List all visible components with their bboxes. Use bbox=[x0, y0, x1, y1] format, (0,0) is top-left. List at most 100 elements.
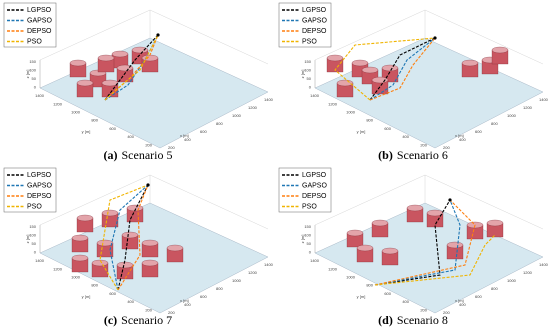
obstacle-top bbox=[101, 209, 119, 217]
z-tick-label: 0 bbox=[309, 85, 312, 90]
obstacle-top bbox=[97, 54, 115, 62]
x-axis-label: x [m] bbox=[180, 298, 189, 303]
legend-label: PSO bbox=[302, 203, 317, 210]
obstacle-top bbox=[491, 46, 509, 54]
x-axis-label: x [m] bbox=[455, 298, 464, 303]
y-tick-label: 200 bbox=[145, 142, 152, 147]
x-tick-label: 600 bbox=[200, 129, 207, 134]
caption-text: Scenario 8 bbox=[397, 313, 448, 327]
panel: 150 100 50 0 z [m] 1400 1200 1000 800 600 400 200 y … bbox=[278, 167, 549, 327]
x-axis-label: x [m] bbox=[180, 133, 189, 138]
obstacle-top bbox=[336, 79, 354, 87]
legend-label: PSO bbox=[302, 38, 317, 45]
z-tick-label: 150 bbox=[29, 224, 36, 229]
z-tick-label: 50 bbox=[307, 241, 312, 246]
obstacle-top bbox=[351, 59, 369, 67]
x-tick-label: 200 bbox=[443, 145, 450, 150]
z-tick-label: 150 bbox=[304, 59, 311, 64]
x-tick-label: 1400 bbox=[264, 97, 274, 102]
obstacle-top bbox=[166, 244, 184, 252]
z-axis-label: z [m] bbox=[25, 235, 30, 244]
goal bbox=[448, 198, 452, 202]
caption-label: (a) bbox=[104, 148, 118, 162]
legend-label: DEPSO bbox=[27, 28, 52, 35]
y-tick-label: 1400 bbox=[310, 93, 320, 98]
path bbox=[369, 37, 436, 101]
y-tick-label: 600 bbox=[109, 126, 116, 131]
y-tick-label: 1000 bbox=[71, 274, 81, 279]
obstacle-top bbox=[426, 209, 444, 217]
obstacle-top bbox=[101, 79, 119, 87]
z-axis-label: z [m] bbox=[25, 70, 30, 79]
y-tick-label: 200 bbox=[420, 142, 427, 147]
path bbox=[374, 199, 461, 286]
obstacle-top bbox=[141, 239, 159, 247]
y-tick-label: 1400 bbox=[35, 93, 45, 98]
y-tick-label: 400 bbox=[402, 299, 409, 304]
x-tick-label: 1200 bbox=[248, 270, 258, 275]
x-tick-label: 1000 bbox=[232, 113, 242, 118]
x-tick-label: 200 bbox=[443, 310, 450, 315]
obstacle-top bbox=[406, 204, 424, 212]
y-tick-label: 800 bbox=[91, 283, 98, 288]
obstacle-top bbox=[71, 234, 89, 242]
caption-label: (b) bbox=[378, 148, 393, 162]
legend-label: DEPSO bbox=[27, 193, 52, 200]
x-tick-label: 800 bbox=[216, 286, 223, 291]
obstacle-top bbox=[141, 259, 159, 267]
obstacle-top bbox=[361, 66, 379, 74]
caption: (c) Scenario 7 bbox=[104, 313, 172, 327]
obstacle-top bbox=[381, 247, 399, 255]
y-tick-label: 1400 bbox=[310, 258, 320, 263]
x-tick-label: 200 bbox=[168, 145, 175, 150]
legend-label: GAPSO bbox=[302, 182, 327, 189]
obstacle-top bbox=[346, 229, 364, 237]
x-tick-label: 1200 bbox=[523, 105, 533, 110]
panel: 150 100 50 0 z [m] 1400 1200 1000 800 600 400 200 y … bbox=[3, 2, 274, 162]
y-tick-label: 800 bbox=[91, 118, 98, 123]
obstacle-top bbox=[76, 214, 94, 222]
legend-label: LGPSO bbox=[302, 172, 327, 179]
z-tick-label: 50 bbox=[32, 241, 37, 246]
y-tick-label: 400 bbox=[127, 134, 134, 139]
y-tick-label: 200 bbox=[420, 307, 427, 312]
obstacle-top bbox=[131, 46, 149, 54]
path bbox=[109, 184, 149, 291]
caption-label: (d) bbox=[378, 313, 393, 327]
legend-label: LGPSO bbox=[302, 7, 327, 14]
path bbox=[374, 234, 496, 286]
x-tick-label: 400 bbox=[184, 302, 191, 307]
x-tick-label: 1000 bbox=[507, 113, 517, 118]
obstacle-top bbox=[381, 64, 399, 72]
goal bbox=[146, 183, 150, 187]
y-tick-label: 1200 bbox=[53, 101, 63, 106]
y-tick-label: 600 bbox=[384, 126, 391, 131]
obstacle-top bbox=[326, 54, 344, 62]
y-tick-label: 400 bbox=[402, 134, 409, 139]
z-tick-label: 0 bbox=[34, 250, 37, 255]
y-tick-label: 600 bbox=[109, 291, 116, 296]
y-tick-label: 1000 bbox=[71, 109, 81, 114]
z-tick-label: 50 bbox=[307, 76, 312, 81]
z-tick-label: 100 bbox=[29, 68, 36, 73]
caption-label: (c) bbox=[104, 313, 117, 327]
obstacle-top bbox=[486, 219, 504, 227]
obstacle-top bbox=[371, 219, 389, 227]
x-tick-label: 400 bbox=[459, 302, 466, 307]
legend-label: DEPSO bbox=[302, 193, 327, 200]
x-tick-label: 1400 bbox=[539, 262, 549, 267]
path bbox=[369, 37, 436, 101]
y-tick-label: 400 bbox=[127, 299, 134, 304]
x-tick-label: 600 bbox=[475, 129, 482, 134]
floor bbox=[314, 37, 544, 149]
caption: (d) Scenario 8 bbox=[378, 313, 448, 327]
legend-label: GAPSO bbox=[27, 182, 52, 189]
panel: 150 100 50 0 z [m] 1400 1200 1000 800 600 400 200 y … bbox=[278, 2, 549, 162]
legend-label: PSO bbox=[27, 38, 42, 45]
x-tick-label: 200 bbox=[168, 310, 175, 315]
obstacle-top bbox=[116, 261, 134, 269]
z-tick-label: 50 bbox=[32, 76, 37, 81]
obstacle-top bbox=[141, 54, 159, 62]
x-tick-label: 800 bbox=[491, 121, 498, 126]
obstacle-top bbox=[71, 254, 89, 262]
